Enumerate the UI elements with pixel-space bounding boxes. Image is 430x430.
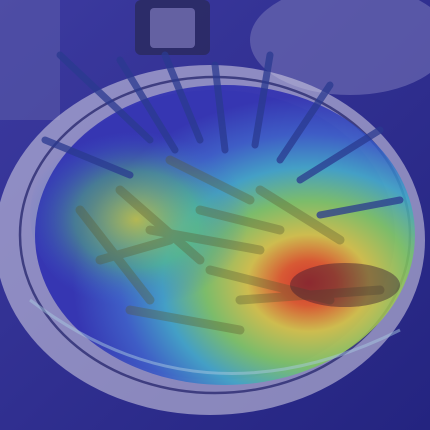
dark-sauce [290, 263, 400, 307]
